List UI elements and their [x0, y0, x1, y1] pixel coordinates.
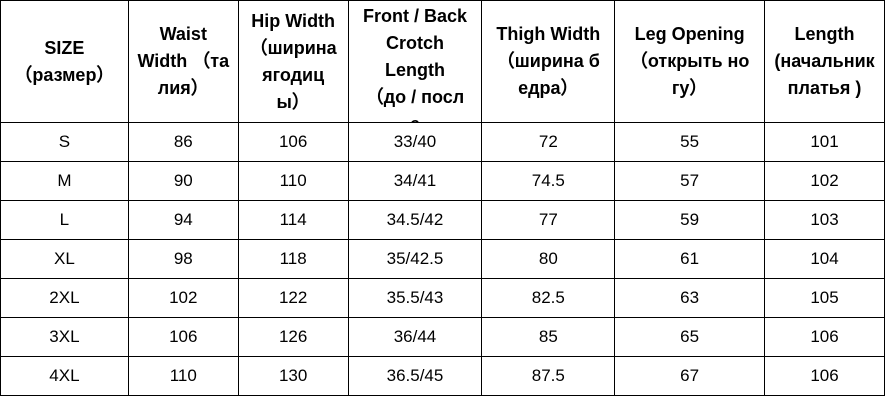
cell-thigh-width: 85 — [481, 317, 616, 357]
table-row: XL 98 118 35/42.5 80 61 104 — [0, 239, 885, 279]
cell-hip-width: 126 — [237, 317, 349, 357]
cell-waist-width: 102 — [127, 278, 239, 318]
cell-thigh-width: 74.5 — [481, 161, 616, 201]
cell-crotch-length: 36.5/45 — [347, 356, 483, 396]
cell-waist-width: 94 — [127, 200, 239, 240]
cell-size: L — [0, 200, 129, 240]
header-line: ягодиц — [262, 64, 325, 85]
cell-size: S — [0, 122, 129, 162]
cell-length: 104 — [764, 239, 885, 279]
header-line: Leg Opening — [634, 24, 745, 44]
cell-crotch-length: 34.5/42 — [347, 200, 483, 240]
cell-crotch-length: 35/42.5 — [347, 239, 483, 279]
cell-waist-width: 106 — [127, 317, 239, 357]
cell-length: 101 — [764, 122, 885, 162]
header-line: е — [349, 111, 481, 122]
header-leg-opening: Leg Opening （открыть но гу） — [614, 0, 766, 123]
cell-leg-opening: 65 — [614, 317, 766, 357]
header-hip-width: Hip Width （ширина ягодиц ы） — [237, 0, 349, 123]
cell-waist-width: 110 — [127, 356, 239, 396]
cell-waist-width: 98 — [127, 239, 239, 279]
cell-crotch-length: 35.5/43 — [347, 278, 483, 318]
cell-leg-opening: 61 — [614, 239, 766, 279]
header-line: Length — [384, 60, 445, 80]
cell-hip-width: 110 — [237, 161, 349, 201]
cell-leg-opening: 67 — [614, 356, 766, 396]
cell-size: 4XL — [0, 356, 129, 396]
header-row: SIZE （размер） Waist Width （та лия） Hip Width （… — [0, 0, 885, 123]
header-line: Crotch — [385, 33, 444, 53]
header-line: （ширина — [249, 37, 337, 58]
header-line: （размер） — [14, 64, 115, 85]
cell-thigh-width: 77 — [481, 200, 616, 240]
cell-crotch-length: 33/40 — [347, 122, 483, 162]
header-line: Length — [794, 24, 855, 44]
cell-waist-width: 86 — [127, 122, 239, 162]
cell-length: 103 — [764, 200, 885, 240]
cell-leg-opening: 59 — [614, 200, 766, 240]
header-line: едра） — [518, 78, 579, 98]
cell-thigh-width: 82.5 — [481, 278, 616, 318]
cell-hip-width: 122 — [237, 278, 349, 318]
header-waist-width: Waist Width （та лия） — [127, 0, 239, 123]
cell-hip-width: 118 — [237, 239, 349, 279]
header-line: ы） — [276, 91, 310, 112]
cell-waist-width: 90 — [127, 161, 239, 201]
header-length: Length (начальник платья ) — [764, 0, 885, 123]
header-line: Hip Width — [251, 10, 336, 31]
cell-size: 3XL — [0, 317, 129, 357]
table-row: 2XL 102 122 35.5/43 82.5 63 105 — [0, 278, 885, 318]
header-line: гу） — [671, 78, 708, 98]
header-line: Front / Back — [362, 6, 467, 26]
cell-length: 102 — [764, 161, 885, 201]
cell-crotch-length: 36/44 — [347, 317, 483, 357]
cell-thigh-width: 72 — [481, 122, 616, 162]
header-thigh-width: Thigh Width （ширина б едра） — [481, 0, 616, 123]
cell-length: 105 — [764, 278, 885, 318]
header-line: (начальник — [774, 51, 875, 71]
header-line: Width （та — [137, 51, 230, 71]
cell-leg-opening: 57 — [614, 161, 766, 201]
cell-leg-opening: 63 — [614, 278, 766, 318]
table-row: 4XL 110 130 36.5/45 87.5 67 106 — [0, 356, 885, 396]
header-line: （открыть но — [629, 51, 750, 71]
header-line: Waist — [159, 24, 207, 44]
header-line: Thigh Width — [496, 24, 601, 44]
table-row: 3XL 106 126 36/44 85 65 106 — [0, 317, 885, 357]
table-row: S 86 106 33/40 72 55 101 — [0, 122, 885, 162]
cell-hip-width: 130 — [237, 356, 349, 396]
cell-length: 106 — [764, 317, 885, 357]
cell-thigh-width: 80 — [481, 239, 616, 279]
table-row: L 94 114 34.5/42 77 59 103 — [0, 200, 885, 240]
header-line: （до / посл — [365, 87, 465, 107]
header-line: лия） — [157, 78, 209, 98]
cell-hip-width: 114 — [237, 200, 349, 240]
header-size: SIZE （размер） — [0, 0, 129, 123]
cell-leg-opening: 55 — [614, 122, 766, 162]
table-row: M 90 110 34/41 74.5 57 102 — [0, 161, 885, 201]
header-line: платья ) — [787, 78, 862, 98]
cell-hip-width: 106 — [237, 122, 349, 162]
cell-length: 106 — [764, 356, 885, 396]
header-line: SIZE — [44, 37, 85, 58]
header-crotch-length: Front / Back Crotch Length （до / посл е — [347, 0, 483, 123]
cell-size: XL — [0, 239, 129, 279]
cell-crotch-length: 34/41 — [347, 161, 483, 201]
header-line: （ширина б — [496, 51, 600, 71]
cell-thigh-width: 87.5 — [481, 356, 616, 396]
cell-size: 2XL — [0, 278, 129, 318]
cell-size: M — [0, 161, 129, 201]
